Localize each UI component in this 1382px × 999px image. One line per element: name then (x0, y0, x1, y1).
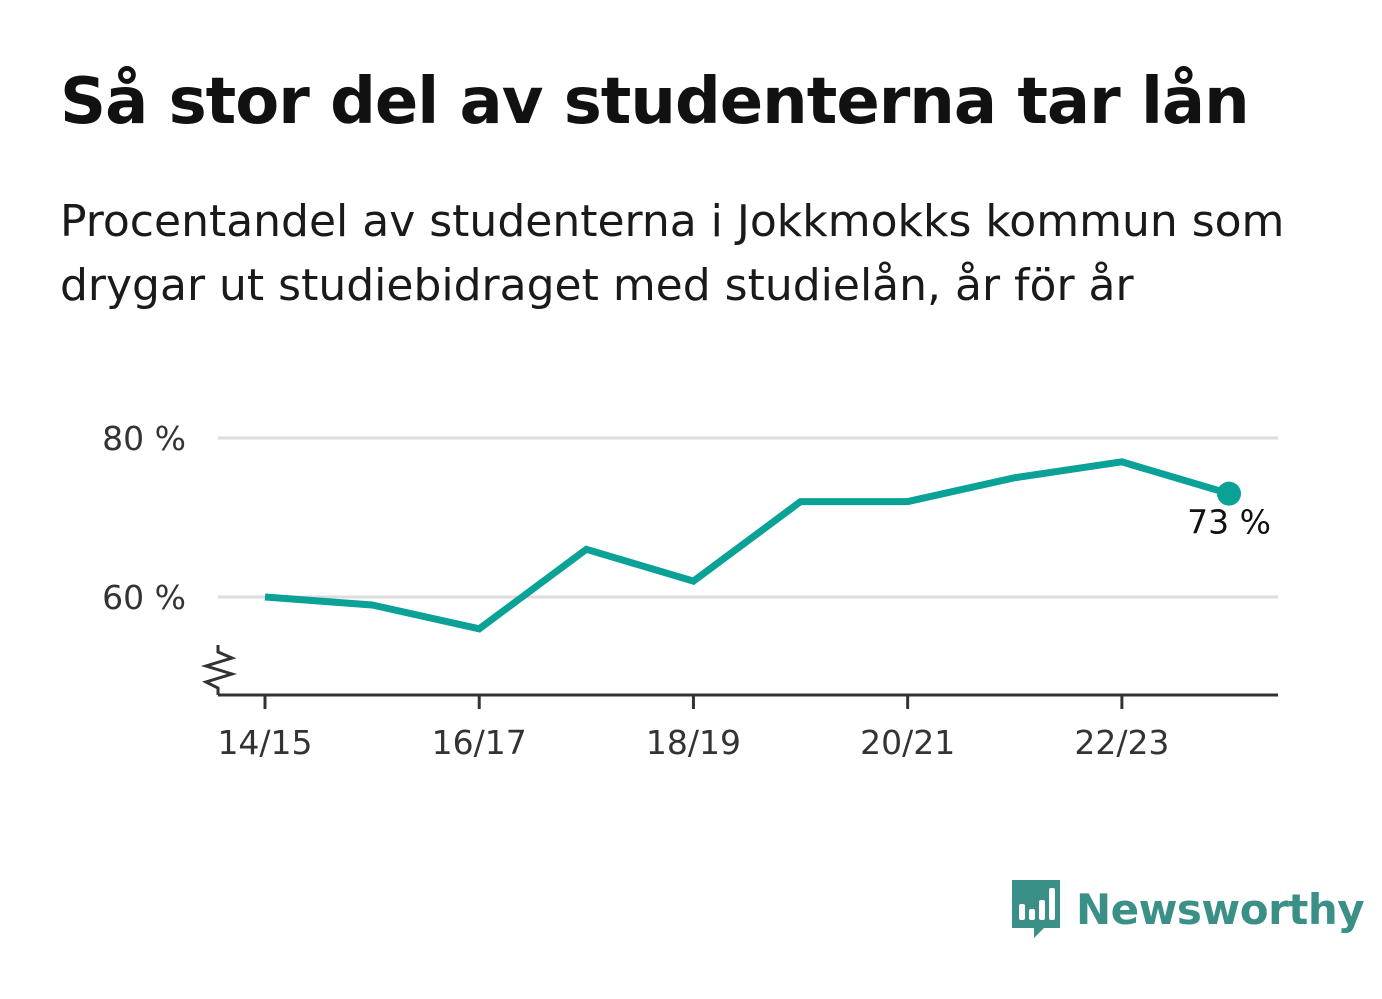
y-tick-label: 80 % (102, 419, 186, 458)
x-tick-label: 18/19 (646, 723, 741, 762)
x-tick-label: 22/23 (1074, 723, 1169, 762)
x-tick-label: 14/15 (217, 723, 312, 762)
chart-subtitle: Procentandel av studenterna i Jokkmokks … (60, 196, 1285, 311)
y-tick-label: 60 % (102, 578, 186, 617)
bar-chart-speech-bubble-icon (1012, 880, 1060, 938)
grid-lines (218, 436, 1278, 599)
x-axis-ticks: 14/15 16/17 18/19 20/21 22/23 (217, 695, 1169, 762)
series-layer: 73 % (264, 458, 1271, 633)
x-tick-label: 20/21 (860, 723, 955, 762)
x-tick-label: 16/17 (432, 723, 527, 762)
chart-title: Så stor del av studenterna tar lån (60, 65, 1250, 139)
newsworthy-logo: Newsworthy (1010, 878, 1365, 940)
y-axis: 60 % 80 % (102, 419, 238, 695)
axis-break-marker (200, 645, 238, 695)
end-value-label: 73 % (1187, 503, 1271, 542)
last-data-point (1217, 481, 1241, 506)
brand-name: Newsworthy (1076, 884, 1365, 934)
series-line (264, 458, 1230, 633)
